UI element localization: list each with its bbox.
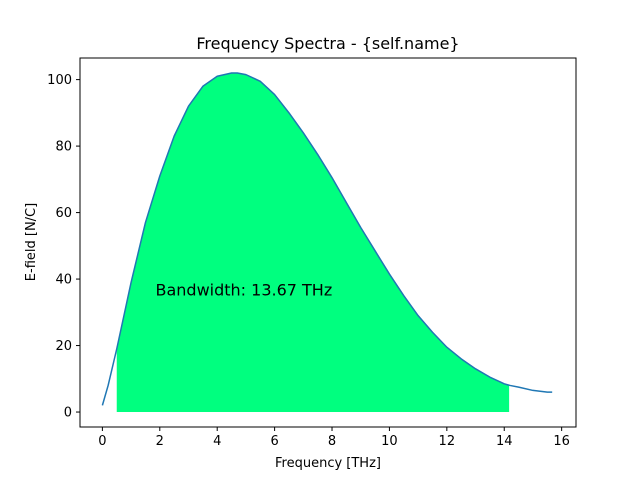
y-tick-label: 20	[55, 339, 72, 354]
x-tick-label: 2	[156, 434, 164, 449]
y-tick-label: 60	[55, 206, 72, 221]
y-axis-label: E-field [N/C]	[24, 203, 39, 281]
bandwidth-fill-layer	[116, 72, 510, 413]
bandwidth-fill	[116, 72, 510, 413]
x-tick-label: 4	[213, 434, 221, 449]
y-tick-label: 100	[47, 73, 72, 88]
x-tick-label: 6	[270, 434, 278, 449]
x-tick-label: 16	[553, 434, 570, 449]
plot-frame	[79, 57, 577, 428]
series-line-layer	[101, 72, 553, 406]
x-tick-label: 8	[328, 434, 336, 449]
bandwidth-annotation: Bandwidth: 13.67 THz	[155, 281, 332, 300]
y-axis-ticks: 0 20 40 60 80 100	[47, 73, 80, 421]
x-tick-label: 0	[98, 434, 106, 449]
chart-title: Frequency Spectra - {self.name}	[196, 34, 459, 53]
x-axis-ticks: 0 2 4 6 8 10 12 14 16	[98, 427, 570, 449]
y-tick-label: 0	[64, 406, 72, 421]
x-tick-label: 12	[439, 434, 456, 449]
x-axis-label: Frequency [THz]	[275, 456, 381, 471]
x-tick-label: 14	[496, 434, 513, 449]
x-tick-label: 10	[381, 434, 398, 449]
y-tick-label: 40	[55, 273, 72, 288]
series-line	[101, 72, 553, 406]
y-tick-label: 80	[55, 140, 72, 155]
